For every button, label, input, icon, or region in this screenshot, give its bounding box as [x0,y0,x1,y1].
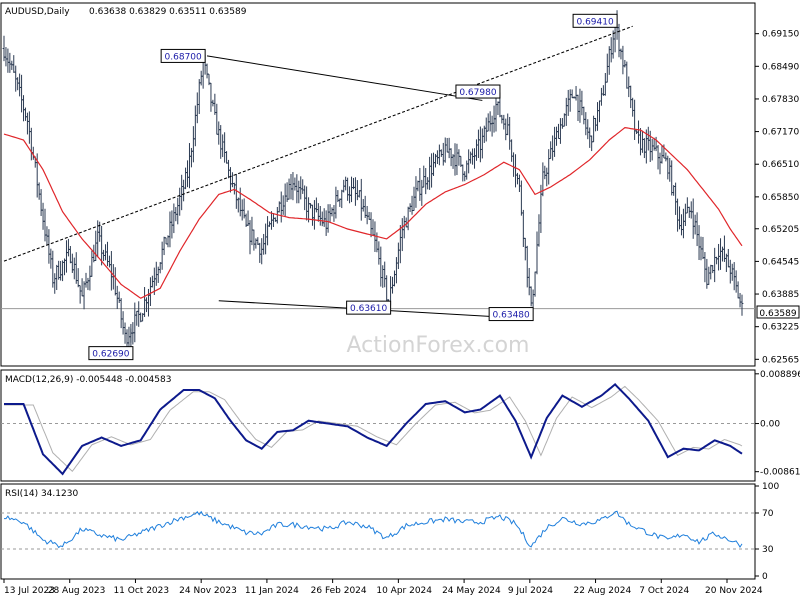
macd-tick-label: 0.00 [760,420,780,430]
annotation-label: 0.63480 [493,311,530,321]
ohlc-values: 0.63638 0.63829 0.63511 0.63589 [89,7,247,17]
price-bars [2,10,744,354]
annotation-label: 0.69410 [576,17,613,27]
macd-panel [0,369,756,482]
price-tick-label: 0.63225 [762,323,799,333]
date-tick-label: 7 Oct 2024 [639,586,689,596]
price-annotation: 0.63480 [488,307,534,322]
rsi-tick-label: 100 [762,482,779,492]
annotation-box [88,346,134,361]
annotation-box [160,48,206,63]
price-tick-label: 0.68490 [762,62,799,72]
rsi-axis: 100 70 30 0 [755,482,779,582]
macd-tick-label: -0.008612 [760,468,800,478]
price-tick-label: 0.64545 [762,257,799,267]
annotation-label: 0.63610 [350,304,387,314]
price-annotation: 0.63610 [346,300,392,315]
moving-average [3,126,743,299]
date-tick-label: 10 Apr 2024 [376,586,432,596]
rsi-line [4,510,743,549]
price-tick-label: 0.67170 [762,128,799,138]
price-tick-label: 0.69150 [762,30,799,40]
price-tick-label: 0.62565 [762,355,799,365]
date-tick-label: 28 Aug 2023 [48,586,106,596]
annotation-box [455,84,501,99]
date-tick-label: 11 Oct 2023 [113,586,169,596]
price-panel [0,2,756,367]
trendline [206,55,483,101]
price-header: AUDUSD,Daily [5,7,70,17]
rsi-line [4,510,743,549]
rising-channel-line [3,25,633,262]
price-tick-label: 0.67830 [762,95,799,105]
current-price-label: 0.63589 [759,309,796,319]
price-annotation: 0.62690 [88,346,134,361]
price-annotation: 0.69410 [572,13,618,28]
price-annotations: 0.62690 0.68700 0.63610 0.67980 0.63480 0.694… [88,13,618,361]
date-tick-label: 13 Jul 2023 [4,586,55,596]
price-tick-label: 0.65205 [762,225,799,235]
rsi-tick-label: 30 [762,545,774,555]
annotation-box [572,13,618,28]
rsi-tick-label: 0 [762,572,768,582]
rsi-tick-label: 70 [762,509,774,519]
annotation-box [488,307,534,322]
date-tick-label: 11 Jan 2024 [245,586,299,596]
annotation-label: 0.67980 [459,88,496,98]
current-price-marker: 0.63589 [756,305,800,319]
annotation-label: 0.62690 [92,350,129,360]
rsi-panel [0,483,756,580]
date-tick-label: 9 Jul 2024 [508,586,553,596]
moving-average-line [3,126,743,299]
price-tick-label: 0.63885 [762,290,799,300]
macd-line [4,383,743,476]
rsi-label: RSI(14) 34.1230 [5,489,78,499]
annotation-box [346,300,392,315]
date-tick-label: 22 Aug 2024 [574,586,632,596]
macd-label: MACD(12,26,9) -0.005448 -0.004583 [5,375,171,385]
macd-tick-label: 0.008896 [760,370,800,380]
price-axis: 0.69150 0.68490 0.67830 0.67170 0.66510 0.658… [755,30,799,365]
annotation-label: 0.68700 [165,52,202,62]
date-tick-label: 26 Feb 2024 [311,586,367,596]
date-tick-label: 24 May 2024 [442,586,501,596]
price-annotation: 0.68700 [160,48,206,63]
macd-axis: 0.008896 0.00 -0.008612 [755,370,800,478]
date-tick-label: 20 Nov 2024 [705,586,763,596]
date-tick-label: 24 Nov 2023 [179,586,237,596]
price-annotation: 0.67980 [455,84,501,99]
macd-lines [4,383,743,476]
price-tick-label: 0.66510 [762,160,799,170]
price-tick-label: 0.65850 [762,193,799,203]
watermark: ActionForex.com [347,333,530,358]
